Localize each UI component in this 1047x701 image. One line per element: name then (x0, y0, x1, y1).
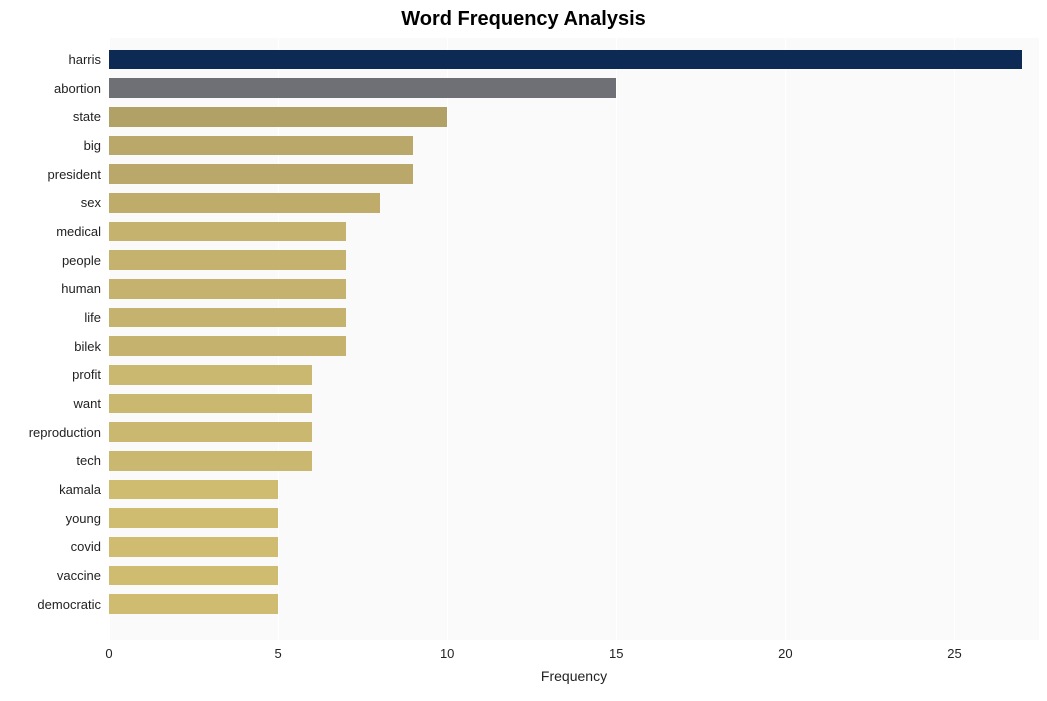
gridline (616, 38, 617, 640)
bar (109, 422, 312, 441)
x-tick-label: 20 (778, 646, 792, 661)
bar (109, 508, 278, 527)
bar (109, 250, 346, 269)
bar (109, 566, 278, 585)
bar (109, 164, 413, 183)
x-tick-label: 10 (440, 646, 454, 661)
gridline (447, 38, 448, 640)
x-axis-title: Frequency (109, 668, 1039, 684)
gridline (785, 38, 786, 640)
y-tick-label: big (0, 138, 101, 153)
x-tick-label: 0 (105, 646, 112, 661)
bar (109, 480, 278, 499)
bar (109, 594, 278, 613)
y-tick-label: vaccine (0, 568, 101, 583)
bar (109, 451, 312, 470)
bar (109, 394, 312, 413)
y-tick-label: life (0, 310, 101, 325)
bar (109, 107, 447, 126)
y-tick-label: want (0, 396, 101, 411)
y-tick-label: state (0, 109, 101, 124)
y-tick-label: abortion (0, 81, 101, 96)
bar (109, 365, 312, 384)
bar (109, 136, 413, 155)
y-tick-label: medical (0, 224, 101, 239)
y-tick-label: sex (0, 195, 101, 210)
bar (109, 336, 346, 355)
bar (109, 193, 380, 212)
y-tick-label: bilek (0, 339, 101, 354)
y-tick-label: reproduction (0, 425, 101, 440)
y-tick-label: people (0, 253, 101, 268)
y-tick-label: harris (0, 52, 101, 67)
bar (109, 308, 346, 327)
y-tick-label: kamala (0, 482, 101, 497)
x-tick-label: 15 (609, 646, 623, 661)
y-tick-label: tech (0, 453, 101, 468)
bar (109, 537, 278, 556)
y-tick-label: young (0, 511, 101, 526)
y-tick-label: human (0, 281, 101, 296)
x-tick-label: 25 (947, 646, 961, 661)
y-tick-label: covid (0, 539, 101, 554)
bar (109, 222, 346, 241)
bar (109, 279, 346, 298)
bar (109, 50, 1022, 69)
chart-title: Word Frequency Analysis (0, 8, 1047, 31)
x-tick-label: 5 (274, 646, 281, 661)
y-tick-label: democratic (0, 597, 101, 612)
gridline (954, 38, 955, 640)
y-tick-label: profit (0, 367, 101, 382)
bar (109, 78, 616, 97)
plot-area (109, 38, 1039, 640)
y-tick-label: president (0, 167, 101, 182)
chart-container: Word Frequency Analysis Frequency 0 5 10 15… (0, 0, 1047, 701)
